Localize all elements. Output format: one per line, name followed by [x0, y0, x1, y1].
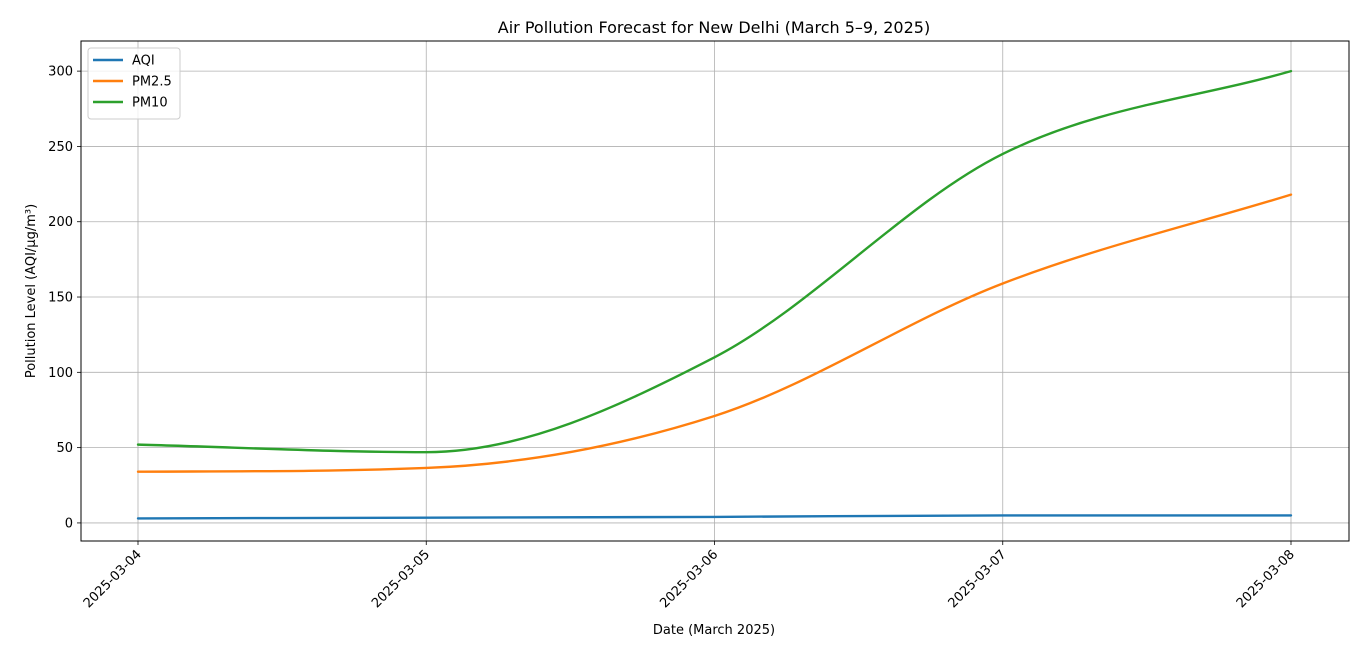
series-line-pm10	[136, 69, 1293, 454]
y-tick-label: 150	[48, 291, 73, 306]
grid	[81, 41, 1349, 541]
series-line-pm25	[136, 193, 1293, 473]
y-tick-label: 0	[65, 516, 73, 531]
x-tick-label: 2025-03-04	[81, 547, 145, 611]
legend-label: AQI	[132, 54, 155, 69]
legend: AQI PM2.5 PM10	[87, 47, 181, 120]
x-axis-label: Date (March 2025)	[653, 623, 775, 638]
y-tick-label: 300	[48, 65, 73, 80]
y-tick-label: 200	[48, 215, 73, 230]
x-tick-label: 2025-03-06	[657, 547, 721, 611]
y-axis-label: Pollution Level (AQI/µg/m³)	[24, 204, 39, 378]
x-tick-label: 2025-03-07	[946, 547, 1010, 611]
legend-label: PM10	[132, 96, 168, 111]
y-tick-label: 250	[48, 140, 73, 155]
series-lines	[136, 69, 1293, 520]
legend-label: PM2.5	[132, 75, 172, 90]
series-line-aqi	[136, 514, 1293, 520]
x-tick-label: 2025-03-05	[369, 547, 433, 611]
plot-frame	[80, 40, 1350, 542]
y-tick-label: 100	[48, 366, 73, 381]
chart-title: Air Pollution Forecast for New Delhi (Ma…	[498, 18, 930, 37]
y-tick-label: 50	[56, 441, 73, 456]
x-tick-label: 2025-03-08	[1234, 547, 1298, 611]
